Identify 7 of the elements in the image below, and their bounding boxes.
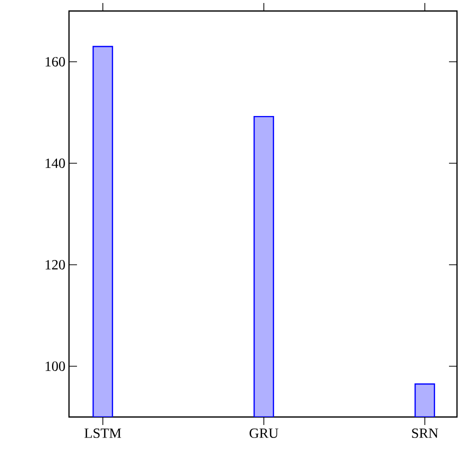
x-tick-label: GRU xyxy=(250,428,278,438)
x-tick-label: SRN xyxy=(412,428,438,438)
y-tick-label: 160 xyxy=(46,57,65,66)
x-tick-label: LSTM xyxy=(84,428,122,438)
y-tick-label: 120 xyxy=(46,260,65,270)
y-tick-label: 140 xyxy=(46,158,65,168)
y-tick-label: 100 xyxy=(46,362,65,371)
